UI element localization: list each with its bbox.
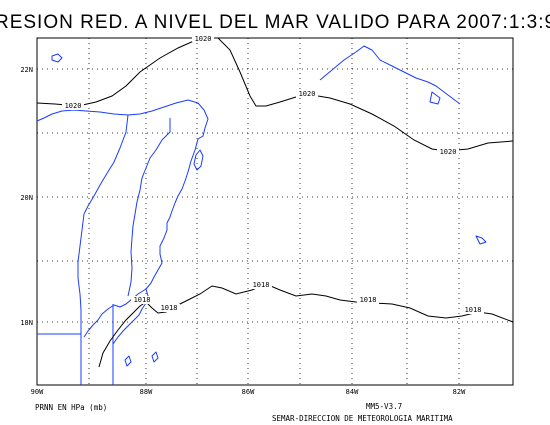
yucatan-coastline <box>36 99 209 345</box>
isla-juventud <box>429 91 441 105</box>
y-tick-label: 22N <box>20 66 33 74</box>
campeche-west-border <box>77 213 85 334</box>
x-tick-label: 84W <box>346 388 359 396</box>
isobar-label: 1018 <box>465 306 482 314</box>
isobar-labels: 1020 1020 1020 1020 1018 1018 1018 1018 … <box>62 34 484 314</box>
yucatan-campeche-border <box>83 114 129 215</box>
isobar-label: 1020 <box>299 90 316 98</box>
isobar-1020 <box>36 37 514 152</box>
cuba-coast <box>319 45 461 105</box>
model-version: MM5-V3.7 <box>366 402 402 411</box>
isobar-label: 1020 <box>65 102 82 110</box>
y-tick-label: 20N <box>20 194 33 202</box>
isobar-label: 1018 <box>134 296 151 304</box>
credit-line: SEMAR-DIRECCION DE METEOROLOGIA MARITIMA <box>272 414 453 423</box>
x-tick-label: 86W <box>242 388 255 396</box>
label-bg <box>250 281 272 289</box>
units-label: PRNN EN HPa (mb) <box>35 403 107 412</box>
label-bg <box>131 296 153 304</box>
label-bg <box>158 304 180 312</box>
label-bg <box>62 102 84 110</box>
isobar-label: 1018 <box>253 281 270 289</box>
coastlines <box>36 45 487 385</box>
cozumel-island <box>193 149 204 171</box>
x-tick-label: 90W <box>31 388 44 396</box>
isobar-label: 1020 <box>195 35 212 43</box>
label-bg <box>296 90 318 98</box>
x-tick-label: 82W <box>453 388 466 396</box>
label-bg <box>192 34 214 42</box>
x-tick-label: 88W <box>140 388 153 396</box>
campeche-qroo-border <box>127 118 171 297</box>
small-key-nw <box>51 53 63 63</box>
isobar-label: 1020 <box>440 148 457 156</box>
y-tick-label: 18N <box>20 319 33 327</box>
label-bg <box>357 296 379 304</box>
isobars <box>36 37 514 368</box>
label-bg <box>462 306 484 314</box>
isobar-label: 1018 <box>161 304 178 312</box>
cayos-belize <box>124 355 132 367</box>
swan-island <box>475 235 487 245</box>
label-bg <box>437 148 459 156</box>
isobar-1018-west <box>98 283 514 368</box>
map-frame <box>36 37 514 386</box>
banco-chinchorro <box>151 351 159 363</box>
map-title: PRESION RED. A NIVEL DEL MAR VALIDO PARA… <box>0 12 550 33</box>
isobar-label: 1018 <box>360 296 377 304</box>
